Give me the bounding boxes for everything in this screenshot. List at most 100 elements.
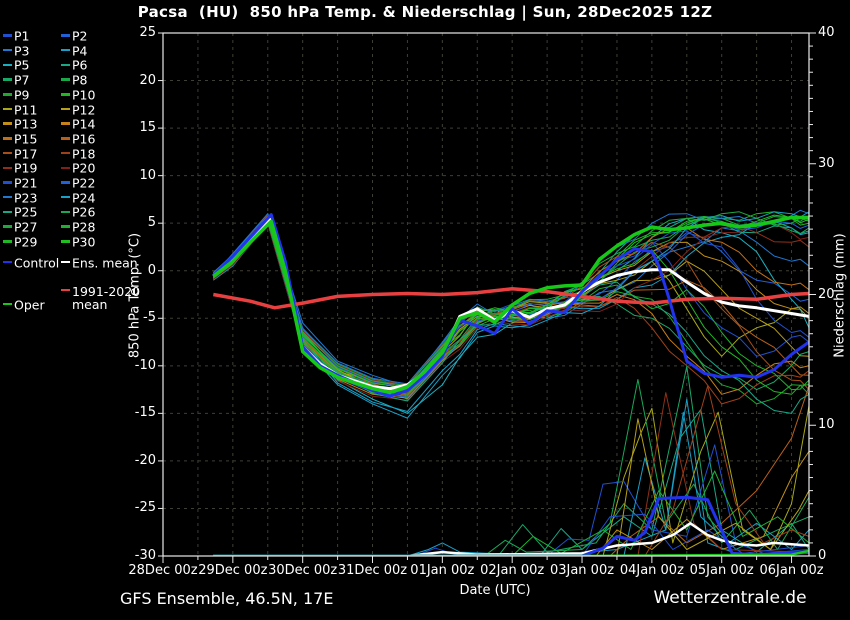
legend-item-P18-swatch xyxy=(61,151,70,155)
legend-item-oper-label: Oper xyxy=(14,297,45,312)
legend-item-P13-swatch xyxy=(3,122,12,125)
y-right-tick-label: 10 xyxy=(818,417,835,433)
precip-line-P11-precip xyxy=(213,405,809,556)
legend-item-P26-label: P26 xyxy=(72,204,96,220)
legend-item-P17: P17 xyxy=(3,147,37,161)
legend-item-P20: P20 xyxy=(61,161,95,175)
legend-item-P20-swatch xyxy=(61,166,70,170)
legend-item-P5-swatch xyxy=(3,63,12,67)
legend-item-P28: P28 xyxy=(61,220,95,234)
x-axis-title: Date (UTC) xyxy=(459,583,531,598)
precip-line-P21-precip xyxy=(213,513,809,556)
y-left-tick-label: -5 xyxy=(143,310,156,326)
legend-item-P30: P30 xyxy=(61,235,95,249)
legend-item-P22-swatch xyxy=(61,181,70,184)
legend-item-oper: Oper xyxy=(3,298,45,312)
legend-item-climate-mean-label: 1991-2020 xyxy=(72,283,141,299)
legend-item-P23: P23 xyxy=(3,191,37,205)
precip-line-P6-precip xyxy=(213,409,809,556)
precip-line-Control xyxy=(213,495,809,556)
legend-item-P13: P13 xyxy=(3,117,37,131)
legend-item-P26-swatch xyxy=(61,210,70,214)
precip-line-P18-precip xyxy=(213,385,809,556)
x-tick-label: 29Dec 00z xyxy=(198,563,268,578)
x-tick-label: 01Jan 00z xyxy=(410,563,475,578)
legend-item-P7-swatch xyxy=(3,78,12,81)
legend-item-P5: P5 xyxy=(3,58,30,72)
y-left-tick-label: 5 xyxy=(147,215,156,231)
legend-item-P18-label: P18 xyxy=(72,146,96,162)
y-right-tick-label: 40 xyxy=(818,25,835,40)
legend-item-P15-swatch xyxy=(3,137,12,140)
legend-item-P19-label: P19 xyxy=(14,160,38,176)
legend-item-P1: P1 xyxy=(3,29,30,43)
legend-item-P19: P19 xyxy=(3,161,37,175)
legend-item-P23-swatch xyxy=(3,195,12,199)
x-tick-label: 04Jan 00z xyxy=(619,563,684,578)
legend-item-P5-label: P5 xyxy=(14,57,30,73)
legend-item-P13-label: P13 xyxy=(14,116,38,132)
legend-item-P17-swatch xyxy=(3,151,12,155)
legend-item-P2-label: P2 xyxy=(72,28,88,44)
y-left-tick-label: 10 xyxy=(139,167,156,183)
legend-item-P24-swatch xyxy=(61,195,70,199)
legend-item-P14: P14 xyxy=(61,117,95,131)
legend-item-control: Control xyxy=(3,256,59,270)
temp-line-P17 xyxy=(212,217,809,390)
legend-item-ens-mean-label: Ens. mean xyxy=(72,255,138,270)
legend-item-P6-label: P6 xyxy=(72,57,88,73)
legend-item-P28-label: P28 xyxy=(72,219,96,235)
legend-item-P7-label: P7 xyxy=(14,72,30,88)
legend-item-oper-swatch xyxy=(3,302,12,306)
temp-line-P20 xyxy=(213,222,809,401)
legend-item-P8-swatch xyxy=(61,78,70,81)
legend-item-P27-label: P27 xyxy=(14,219,38,235)
legend-item-P9-label: P9 xyxy=(14,87,30,103)
legend-item-P15-label: P15 xyxy=(14,131,38,147)
legend-item-P16-label: P16 xyxy=(72,131,96,147)
legend-item-P2: P2 xyxy=(61,29,88,43)
legend-item-climate-mean-swatch xyxy=(61,288,70,292)
legend-item-P6: P6 xyxy=(61,58,88,72)
precip-line-P19-precip xyxy=(213,392,809,556)
precip-line-P24-precip xyxy=(213,411,809,556)
legend-item-P4-label: P4 xyxy=(72,43,88,59)
legend-item-P30-swatch xyxy=(61,240,70,243)
legend-item-P9-swatch xyxy=(3,93,12,96)
y-left-tick-label: -30 xyxy=(134,548,156,563)
legend-item-P29-swatch xyxy=(3,240,12,243)
precip-line-Ens.-mean xyxy=(213,522,809,556)
legend-item-P10: P10 xyxy=(61,88,95,102)
y-right-tick-label: 30 xyxy=(818,155,835,171)
legend-item-P11: P11 xyxy=(3,103,37,117)
legend-item-P6-swatch xyxy=(61,63,70,67)
legend-item-P11-swatch xyxy=(3,107,12,111)
legend-item-P2-swatch xyxy=(61,34,70,37)
x-tick-label: 30Dec 00z xyxy=(268,563,338,578)
chart-title: Pacsa (HU) 850 hPa Temp. & Niederschlag … xyxy=(137,3,713,21)
legend-item-P3-label: P3 xyxy=(14,43,30,59)
precip-line-P7-precip xyxy=(213,365,809,556)
legend-item-P29-label: P29 xyxy=(14,234,38,250)
legend-item-P10-label: P10 xyxy=(72,87,96,103)
y-left-tick-label: -15 xyxy=(134,405,156,421)
legend-item-P4: P4 xyxy=(61,44,88,58)
legend-item-ens-mean-swatch xyxy=(61,260,70,264)
legend-item-P27-swatch xyxy=(3,225,12,228)
legend-item-P27: P27 xyxy=(3,220,37,234)
x-tick-label: 03Jan 00z xyxy=(549,563,615,578)
legend-item-P23-label: P23 xyxy=(14,190,38,206)
legend-item-P17-label: P17 xyxy=(14,146,38,162)
legend-item-P22-label: P22 xyxy=(72,175,96,191)
y-right-tick-label: 20 xyxy=(818,286,835,302)
x-tick-label: 06Jan 00z xyxy=(759,563,824,578)
legend-item-P12: P12 xyxy=(61,103,95,117)
legend-item-P25-swatch xyxy=(3,210,12,214)
precip-line-P26-precip xyxy=(213,379,809,556)
precip-line-Oper xyxy=(213,549,809,556)
legend-item-P25-label: P25 xyxy=(14,204,38,220)
legend-item-P28-swatch xyxy=(61,225,70,228)
legend-item-P1-label: P1 xyxy=(14,28,30,44)
legend-item-control-swatch xyxy=(3,260,12,264)
